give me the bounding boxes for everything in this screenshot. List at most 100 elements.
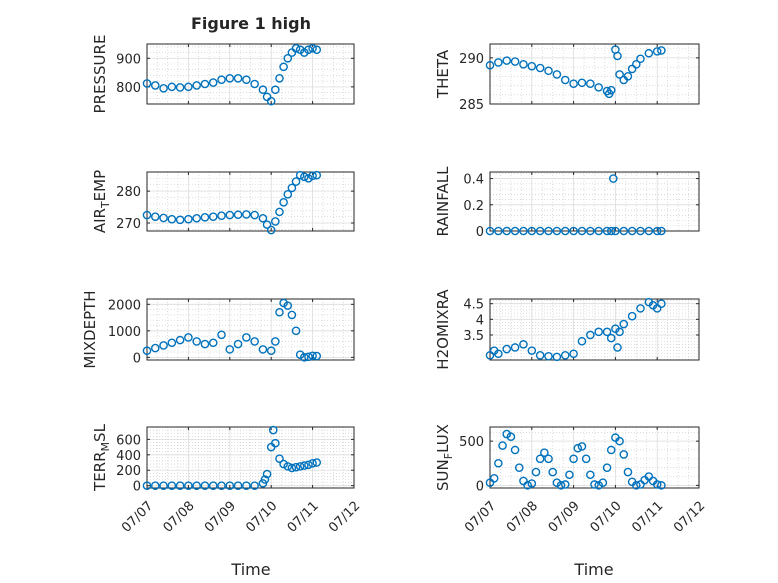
- data-point: [606, 445, 616, 455]
- data-point: [619, 450, 629, 459]
- x-axis-label-right: Time: [573, 560, 613, 579]
- data-point: [268, 425, 278, 435]
- subplot-mixdepth: 0 1000 2000 MIXDEPTH: [81, 290, 355, 369]
- data-point: [527, 479, 537, 488]
- data-point: [636, 304, 645, 313]
- subplot-air_temp: 270 280 AIRTEMP: [91, 170, 355, 235]
- data-point: [279, 459, 288, 469]
- data-point: [271, 438, 280, 448]
- data-point: [527, 226, 537, 236]
- data-point: [586, 79, 595, 88]
- data-point: [217, 330, 226, 340]
- data-point: [627, 226, 637, 236]
- data-point: [258, 213, 268, 223]
- data-point: [606, 226, 616, 236]
- data-point: [192, 213, 201, 223]
- data-point: [636, 226, 645, 236]
- figure-title: Figure 1 high: [191, 14, 311, 33]
- data-point: [652, 480, 662, 489]
- data-point: [192, 337, 201, 346]
- data-point: [225, 210, 235, 220]
- y-tick-label: 0: [476, 225, 484, 240]
- y-axis-label: RAINFALL: [434, 166, 452, 237]
- data-point: [225, 345, 235, 354]
- x-tick-label: 07/11: [285, 499, 322, 536]
- data-point: [594, 327, 603, 337]
- data-point: [304, 460, 313, 470]
- data-point: [594, 226, 603, 236]
- data-point: [308, 171, 317, 181]
- data-point: [594, 83, 603, 92]
- axes-box: [489, 298, 700, 361]
- data-point: [279, 62, 288, 72]
- data-point: [167, 338, 177, 348]
- data-point: [485, 60, 495, 70]
- y-tick-label: 500: [459, 435, 484, 450]
- data-point: [573, 443, 583, 453]
- data-point: [569, 349, 578, 359]
- data-point: [312, 170, 322, 180]
- data-point: [494, 58, 503, 67]
- y-tick-label: 1000: [108, 325, 141, 340]
- data-point: [531, 467, 541, 477]
- data-point: [271, 217, 280, 226]
- data-point: [271, 337, 280, 346]
- axes-box: [146, 426, 355, 489]
- data-point: [142, 79, 152, 88]
- data-point: [250, 481, 259, 490]
- data-point: [304, 352, 313, 362]
- data-point: [175, 481, 185, 490]
- y-tick-label: 200: [116, 464, 141, 479]
- data-point: [283, 462, 293, 471]
- data-point: [627, 64, 637, 74]
- data-point: [308, 43, 317, 53]
- subplot-pressure: 800 900 PRESSURE: [91, 35, 355, 113]
- data-point: [535, 351, 545, 360]
- data-point: [208, 338, 218, 348]
- data-point: [577, 226, 587, 236]
- data-point: [262, 92, 272, 102]
- data-point: [535, 63, 545, 73]
- y-tick-label: 3.5: [463, 329, 484, 344]
- data-point: [586, 226, 595, 236]
- subplot-sun_flux: 0 500 07/07 07/08 07/09 07/10 07/11 07/12 SUNFLU…: [434, 424, 708, 536]
- data-point: [544, 66, 553, 76]
- data-point: [283, 301, 293, 310]
- data-point: [175, 83, 185, 92]
- data-point: [225, 73, 235, 83]
- data-point: [192, 81, 201, 90]
- data-point: [510, 343, 520, 352]
- data-point: [287, 463, 297, 473]
- data-point: [611, 226, 620, 236]
- data-point: [652, 304, 662, 313]
- data-point: [295, 462, 305, 471]
- data-point: [184, 82, 193, 92]
- data-point: [260, 475, 270, 484]
- data-point: [266, 346, 276, 356]
- data-point: [208, 212, 218, 221]
- data-point: [632, 481, 641, 490]
- data-point: [609, 174, 618, 183]
- x-tick-label: 07/12: [326, 499, 363, 536]
- data-point: [644, 48, 654, 58]
- data-point: [275, 454, 284, 463]
- data-point: [175, 335, 185, 345]
- data-point: [200, 212, 210, 222]
- axes-box: [146, 171, 355, 232]
- data-point: [615, 327, 624, 337]
- data-point: [498, 441, 507, 450]
- data-point: [233, 339, 243, 349]
- data-point: [167, 214, 177, 224]
- data-point: [312, 458, 322, 467]
- data-point: [308, 351, 317, 361]
- data-point: [275, 207, 284, 217]
- y-tick-label: 0.2: [463, 199, 484, 214]
- data-point: [510, 445, 520, 455]
- data-point: [184, 214, 193, 224]
- data-point: [510, 57, 520, 66]
- y-axis-label: MIXDEPTH: [81, 290, 99, 368]
- data-point: [489, 473, 499, 483]
- data-point: [159, 213, 168, 223]
